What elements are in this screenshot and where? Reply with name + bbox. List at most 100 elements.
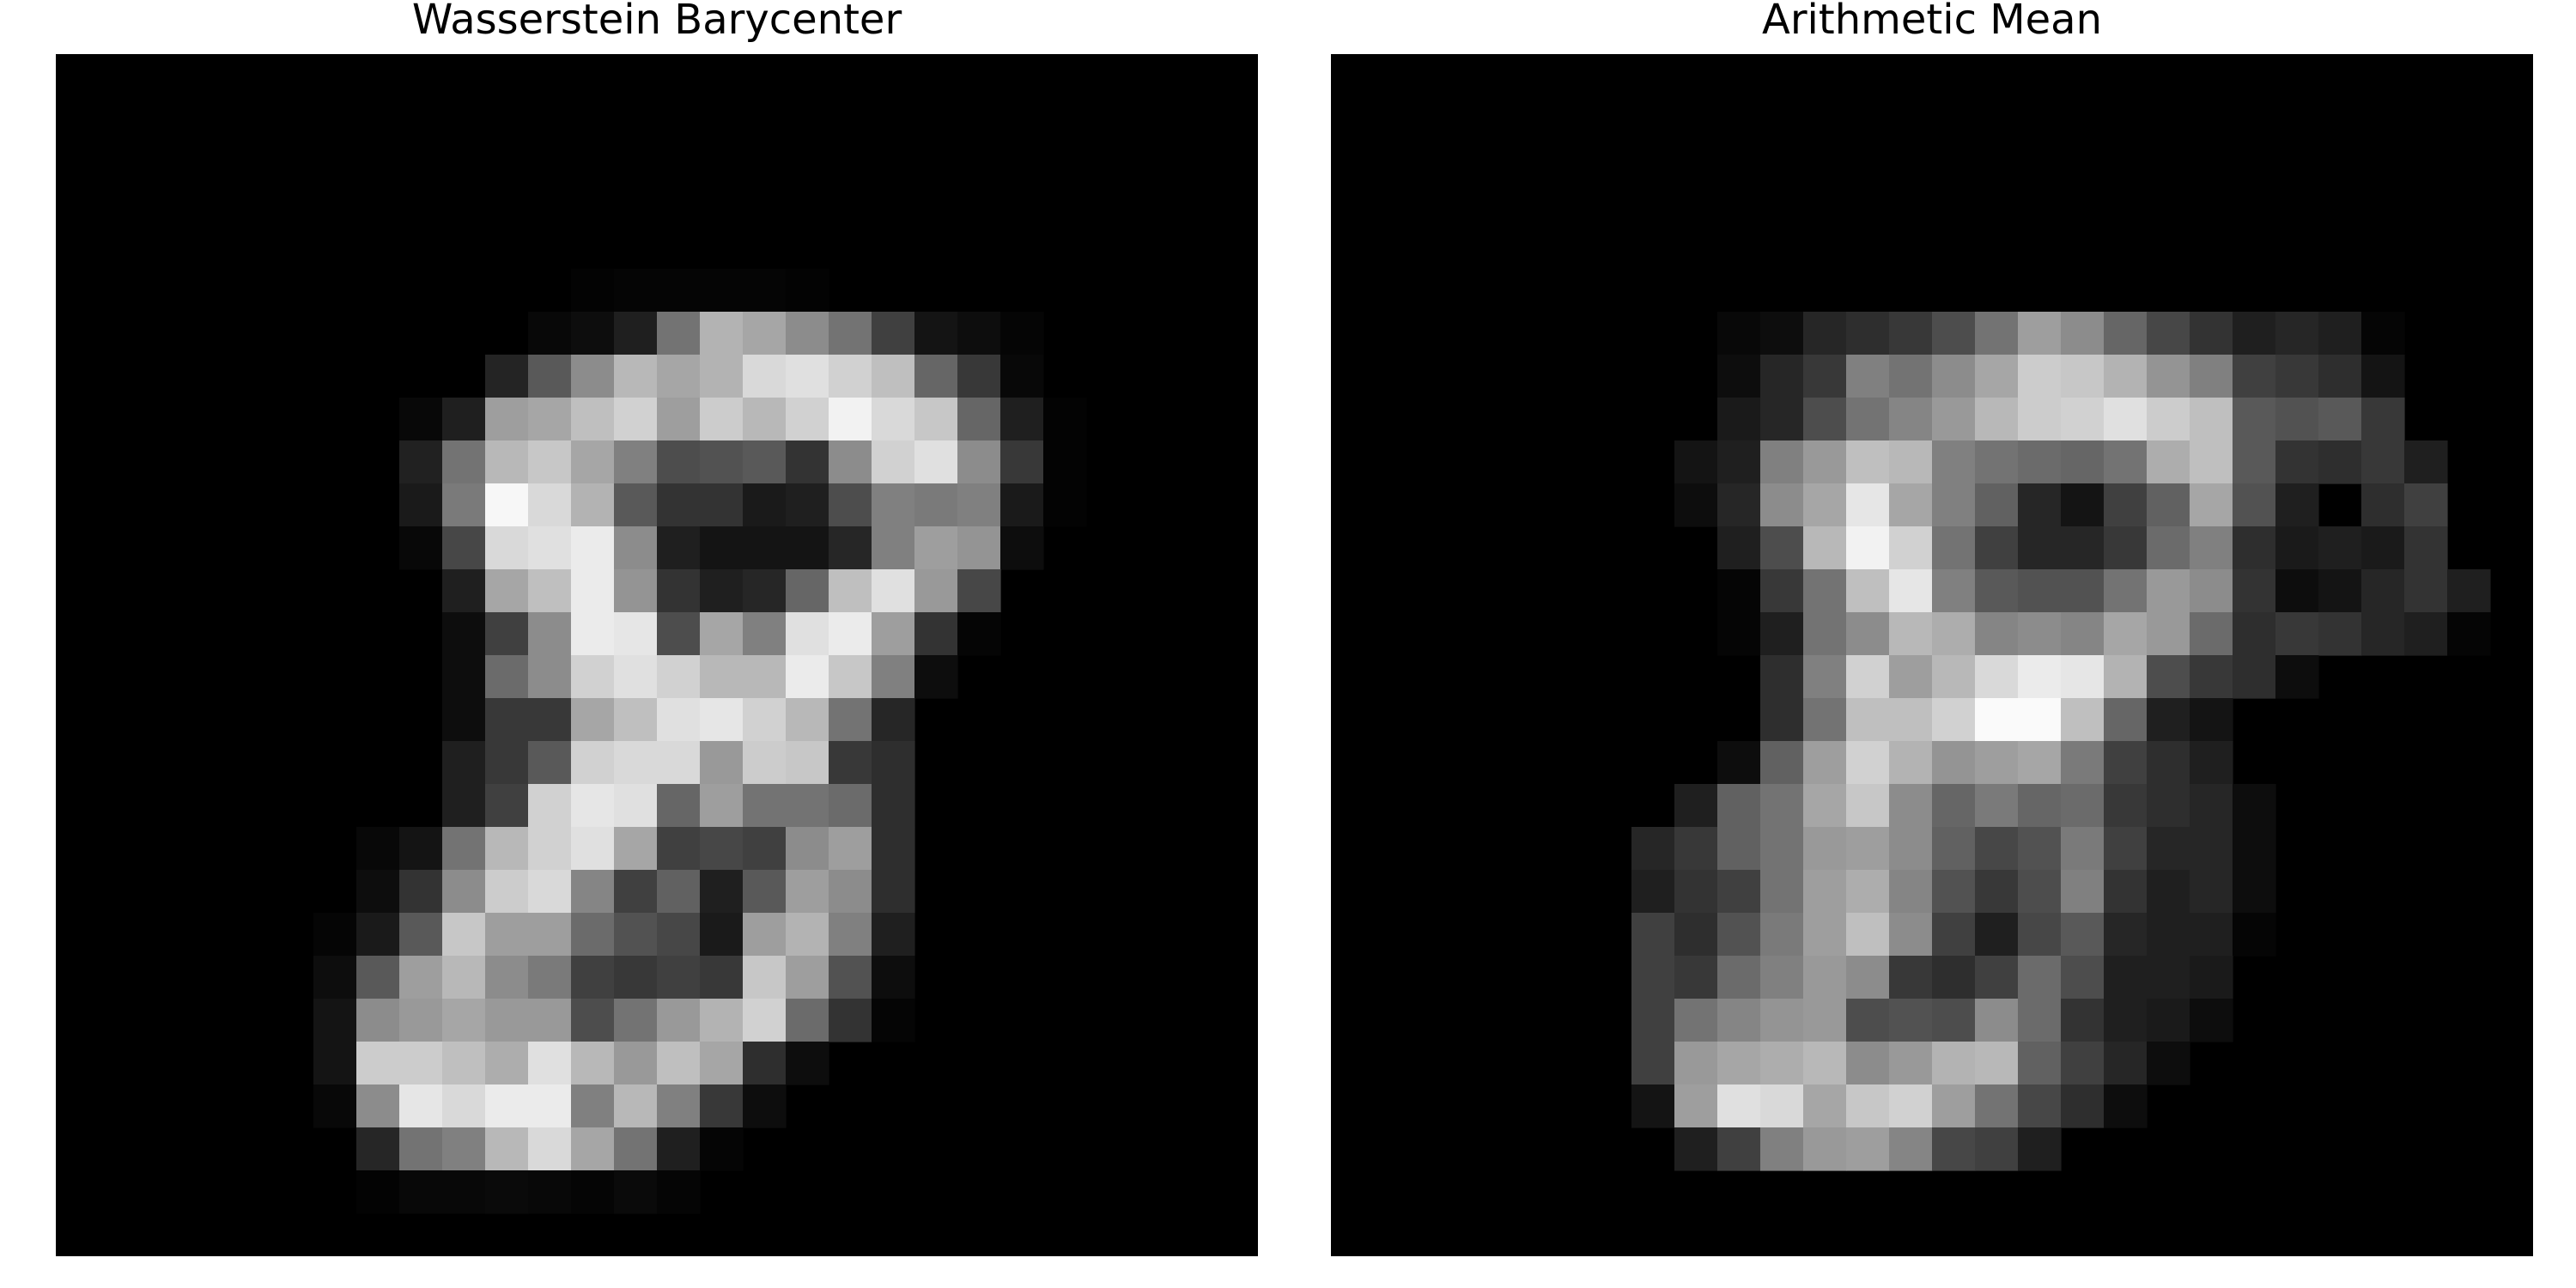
heatmap-cell	[1803, 698, 1847, 742]
heatmap-cell	[786, 655, 829, 699]
heatmap-cell	[399, 913, 443, 957]
heatmap-cell	[356, 1084, 400, 1128]
heatmap-cell	[2190, 526, 2233, 570]
heatmap-cell	[442, 612, 486, 656]
heatmap-cell	[1717, 569, 1761, 613]
heatmap-cell	[1889, 612, 1933, 656]
heatmap-cell	[1932, 741, 1976, 785]
heatmap-cell	[1846, 1127, 1890, 1171]
heatmap-cell	[2018, 612, 2062, 656]
heatmap-cell	[614, 440, 658, 484]
heatmap-cell	[1889, 355, 1933, 398]
heatmap-cell	[829, 870, 872, 914]
heatmap-cell	[2233, 827, 2276, 871]
heatmap-cell	[442, 655, 486, 699]
heatmap-cell	[1975, 956, 2019, 999]
heatmap-cell	[571, 1127, 615, 1171]
heatmap-cell	[1975, 483, 2019, 527]
heatmap-cell	[1846, 827, 1890, 871]
heatmap-cell	[957, 526, 1001, 570]
heatmap-cell	[442, 483, 486, 527]
heatmap-cell	[657, 655, 701, 699]
heatmap-cell	[1846, 612, 1890, 656]
heatmap-cell	[614, 827, 658, 871]
heatmap-cell	[2104, 1084, 2148, 1128]
heatmap-cell	[571, 913, 615, 957]
heatmap-cell	[2147, 312, 2190, 355]
heatmap-cell	[1803, 741, 1847, 785]
chart-panel-arithmetic-mean: Arithmetic Mean	[1331, 0, 2533, 1288]
heatmap-cell	[657, 913, 701, 957]
heatmap-cell	[1932, 1084, 1976, 1128]
heatmap-cell	[829, 784, 872, 828]
heatmap-cell	[1803, 312, 1847, 355]
heatmap-cell	[657, 526, 701, 570]
heatmap-cell	[1760, 913, 1804, 957]
heatmap-cell	[485, 483, 529, 527]
heatmap-cell	[571, 312, 615, 355]
heatmap-cell	[614, 784, 658, 828]
heatmap-cell	[2233, 655, 2276, 699]
heatmap-cell	[657, 483, 701, 527]
heatmap-cell	[700, 312, 744, 355]
heatmap-cell	[1846, 741, 1890, 785]
heatmap-cell	[2061, 569, 2105, 613]
heatmap-cell	[786, 741, 829, 785]
heatmap-cell	[2147, 655, 2190, 699]
heatmap-cell	[2147, 440, 2190, 484]
heatmap-cell	[957, 483, 1001, 527]
heatmap-cell	[1846, 312, 1890, 355]
heatmap-cell	[399, 398, 443, 441]
heatmap-cell	[528, 655, 572, 699]
heatmap-cell	[1889, 398, 1933, 441]
heatmap-cell	[700, 655, 744, 699]
heatmap-cell	[829, 827, 872, 871]
heatmap-cell	[2018, 827, 2062, 871]
heatmap-cell	[829, 913, 872, 957]
heatmap-cell	[1760, 355, 1804, 398]
heatmap-cell	[957, 440, 1001, 484]
heatmap-cell	[313, 1042, 357, 1085]
heatmap-cell	[2233, 870, 2276, 914]
heatmap-cell	[1889, 784, 1933, 828]
heatmap-cell	[1803, 440, 1847, 484]
heatmap-cell	[872, 526, 915, 570]
heatmap-cell	[356, 913, 400, 957]
heatmap-cell	[1674, 956, 1718, 999]
heatmap-cell	[1975, 1042, 2019, 1085]
heatmap-cell	[528, 870, 572, 914]
heatmap-cell	[1717, 526, 1761, 570]
heatmap-cell	[2318, 312, 2362, 355]
heatmap-cell	[2061, 827, 2105, 871]
heatmap-cell	[1717, 398, 1761, 441]
heatmap-cell	[2018, 741, 2062, 785]
heatmap-cell	[2061, 612, 2105, 656]
heatmap-cell	[1889, 698, 1933, 742]
heatmap-cell	[2147, 569, 2190, 613]
heatmap-cell	[2147, 913, 2190, 957]
heatmap-cell	[399, 1127, 443, 1171]
heatmap-cell	[1932, 655, 1976, 699]
heatmap-cell	[1846, 999, 1890, 1042]
heatmap-cell	[2404, 569, 2448, 613]
heatmap-cell	[2318, 569, 2362, 613]
heatmap-cell	[700, 569, 744, 613]
heatmap-cell	[399, 1084, 443, 1128]
heatmap-cell	[614, 1084, 658, 1128]
heatmap-cell	[571, 398, 615, 441]
heatmap-cell	[2447, 612, 2491, 656]
heatmap-cell	[743, 483, 787, 527]
heatmap-cell	[2233, 355, 2276, 398]
heatmap-area	[1331, 54, 2533, 1256]
heatmap-cell	[2361, 440, 2405, 484]
heatmap-cell	[1674, 440, 1718, 484]
heatmap-cell	[1803, 1042, 1847, 1085]
heatmap-cell	[2104, 483, 2148, 527]
heatmap-cell	[700, 526, 744, 570]
chart-panel-wasserstein: Wasserstein Barycenter	[56, 0, 1258, 1288]
heatmap-cell	[786, 1042, 829, 1085]
heatmap-cell	[1674, 483, 1718, 527]
heatmap-cell	[2104, 569, 2148, 613]
heatmap-cell	[399, 1042, 443, 1085]
heatmap-cell	[614, 483, 658, 527]
